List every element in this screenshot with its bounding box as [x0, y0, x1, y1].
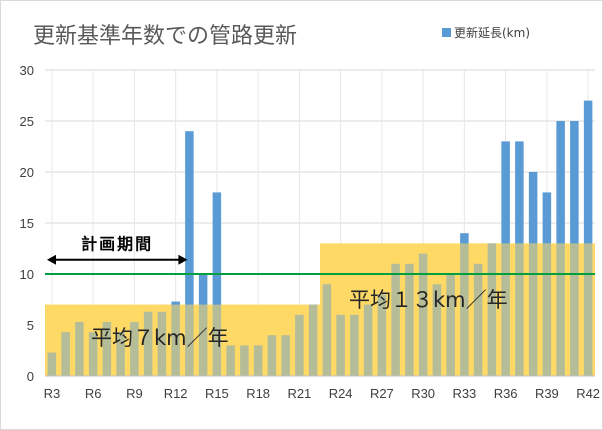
x-tick-label: R42: [576, 386, 600, 401]
arrow-head-right: [178, 254, 188, 265]
band-label: 平均１３km／年: [349, 288, 508, 312]
chart-title: 更新基準年数での管路更新: [33, 24, 297, 49]
bar-R13: [185, 131, 194, 376]
y-tick-label: 0: [27, 369, 34, 384]
band-label: 平均７km／年: [91, 326, 229, 350]
x-tick-label: R9: [126, 386, 143, 401]
y-tick-label: 15: [20, 216, 34, 231]
x-tick-label: R24: [329, 386, 353, 401]
legend-label: 更新延長(km): [454, 25, 530, 40]
legend-swatch: [442, 28, 451, 37]
x-tick-label: R12: [164, 386, 188, 401]
period-label: 計画期間: [81, 235, 153, 254]
bar-R15: [212, 192, 222, 376]
x-tick-label: R21: [287, 386, 311, 401]
x-tick-label: R39: [535, 386, 559, 401]
bar-R42: [583, 100, 593, 376]
band-overlays: [45, 243, 595, 376]
x-tick-label: R27: [370, 386, 394, 401]
y-tick-label: 5: [27, 318, 34, 333]
y-tick-label: 10: [20, 267, 34, 282]
arrow-head-left: [47, 254, 56, 265]
legend: 更新延長(km): [442, 25, 530, 40]
x-tick-label: R36: [494, 386, 518, 401]
x-tick-label: R3: [44, 386, 61, 401]
x-tick-label: R33: [452, 386, 476, 401]
average-band-overlay: [45, 304, 320, 376]
annotations: 平均７km／年 平均１３km／年 計画期間: [47, 235, 508, 350]
average-band-overlay: [320, 243, 595, 376]
x-tick-label: R30: [411, 386, 435, 401]
x-tick-label: R6: [85, 386, 102, 401]
y-tick-label: 30: [20, 63, 34, 78]
x-tick-label: R15: [205, 386, 229, 401]
x-tick-label: R18: [246, 386, 270, 401]
y-tick-label: 25: [20, 114, 34, 129]
y-tick-label: 20: [20, 165, 34, 180]
axes: 0 5 10 15 20 25 30 R3 R6 R9 R12 R15 R18 R21 R24 R27 R30 R…: [20, 63, 601, 401]
